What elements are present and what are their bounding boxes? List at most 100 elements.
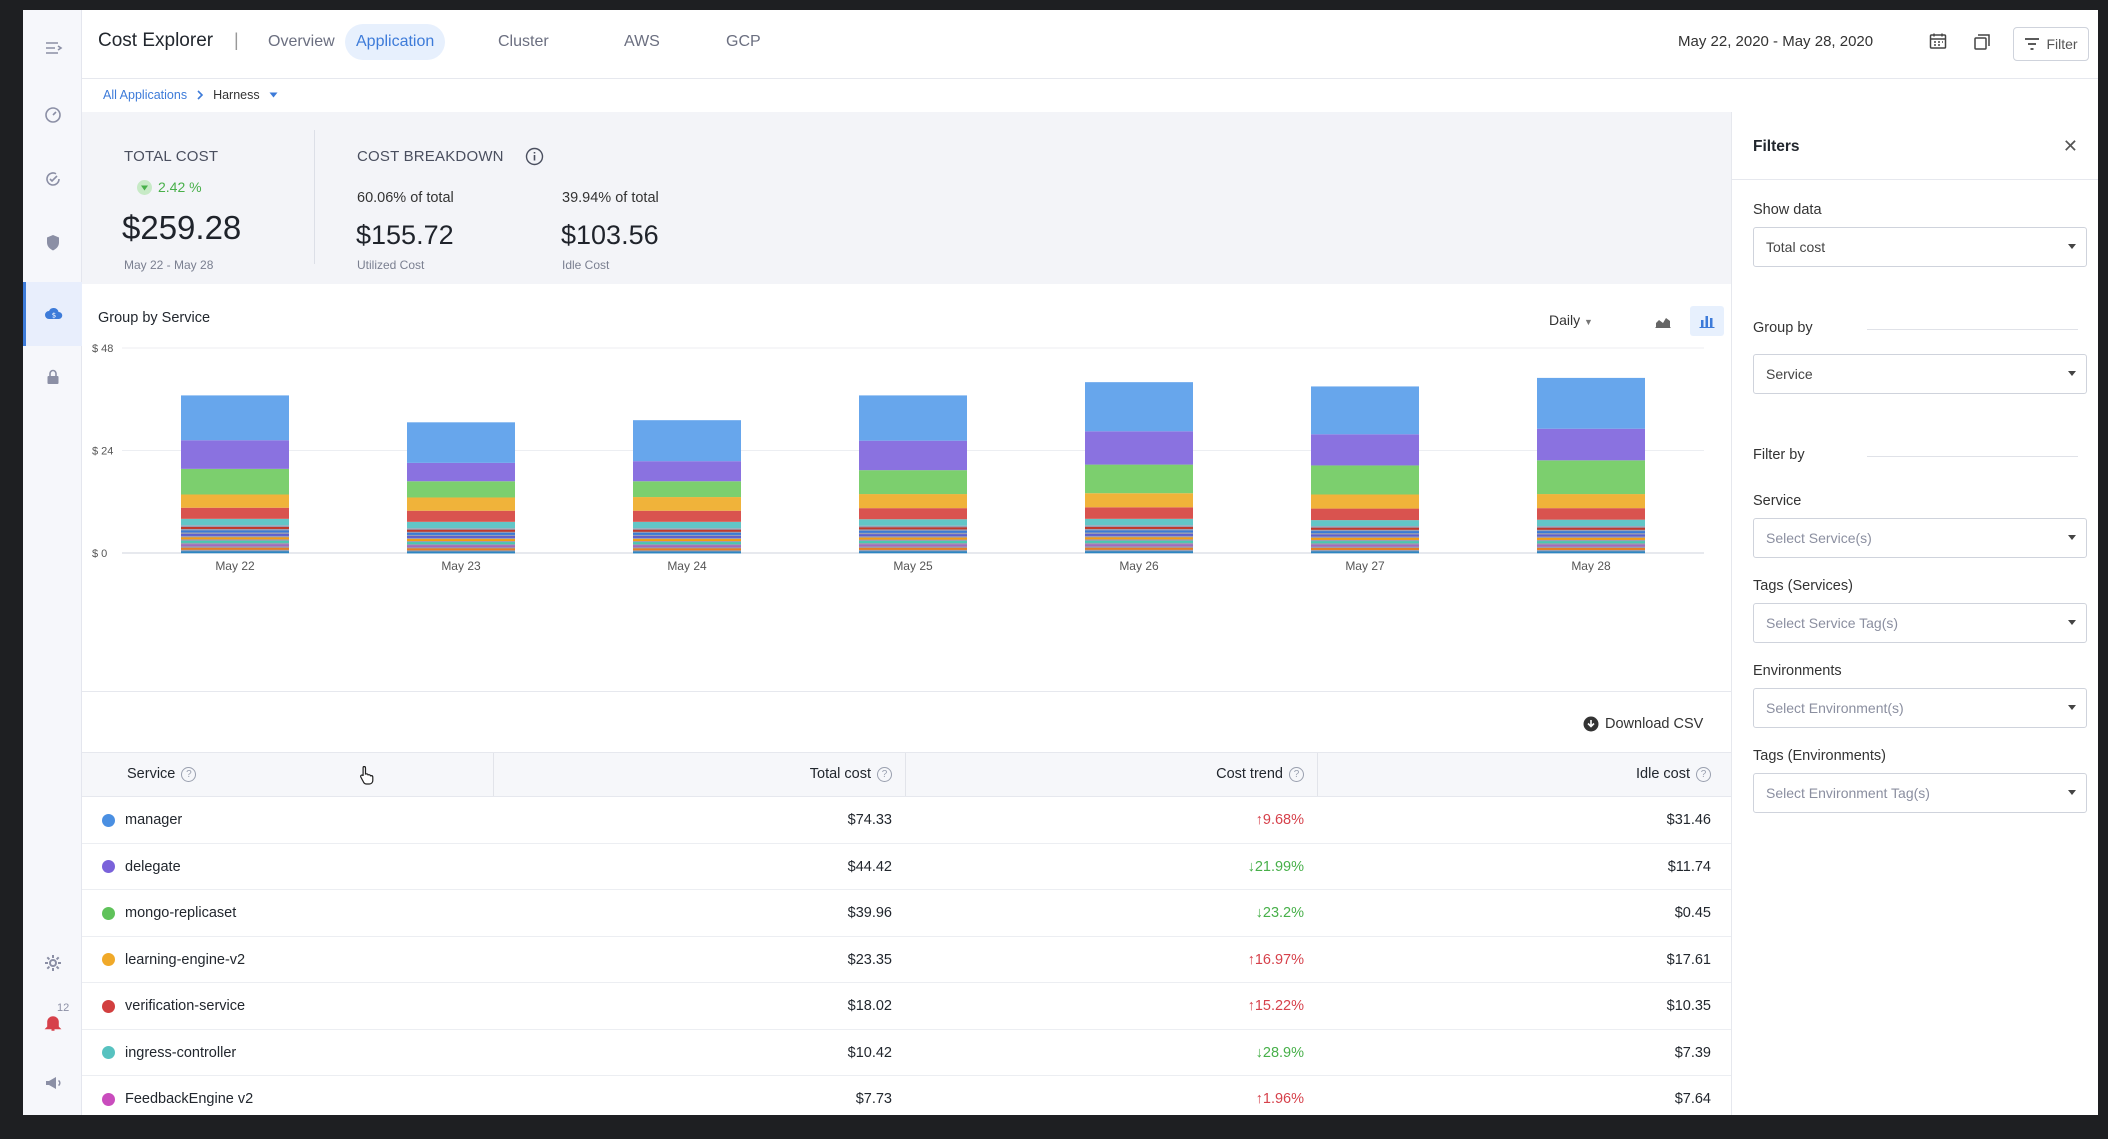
- bar-minor-segment[interactable]: [1085, 526, 1193, 529]
- table-row[interactable]: FeedbackEngine v2 $7.73 ↑1.96% $7.64: [82, 1076, 1731, 1115]
- help-icon[interactable]: ?: [1289, 767, 1304, 782]
- bar-segment[interactable]: [181, 518, 289, 526]
- breadcrumb-current[interactable]: Harness: [213, 88, 260, 102]
- bar-segment[interactable]: [181, 468, 289, 495]
- bar-segment[interactable]: [859, 494, 967, 509]
- bar-minor-segment[interactable]: [181, 544, 289, 547]
- menu-icon[interactable]: [23, 25, 82, 71]
- tab-cluster[interactable]: Cluster: [498, 33, 549, 50]
- bar-segment[interactable]: [1085, 382, 1193, 432]
- table-row[interactable]: manager $74.33 ↑9.68% $31.46: [82, 797, 1731, 844]
- bar-minor-segment[interactable]: [1537, 541, 1645, 544]
- info-icon[interactable]: [525, 147, 544, 166]
- show-data-select[interactable]: Total cost: [1753, 227, 2087, 267]
- bar-minor-segment[interactable]: [407, 545, 515, 548]
- bar-minor-segment[interactable]: [1085, 551, 1193, 554]
- bar-segment[interactable]: [1311, 434, 1419, 466]
- continuous-verification-icon[interactable]: [23, 156, 82, 202]
- bar-segment[interactable]: [407, 521, 515, 529]
- bar-segment[interactable]: [1085, 507, 1193, 519]
- bar-minor-segment[interactable]: [1311, 544, 1419, 547]
- bar-segment[interactable]: [1537, 494, 1645, 509]
- bar-minor-segment[interactable]: [407, 551, 515, 554]
- bar-segment[interactable]: [1311, 520, 1419, 527]
- table-row[interactable]: delegate $44.42 ↓21.99% $11.74: [82, 844, 1731, 890]
- tab-application[interactable]: Application: [345, 24, 446, 60]
- bar-segment[interactable]: [859, 508, 967, 520]
- bar-minor-segment[interactable]: [859, 530, 967, 533]
- notification-bell-icon[interactable]: 12: [23, 1000, 82, 1046]
- bar-segment[interactable]: [633, 461, 741, 482]
- bar-minor-segment[interactable]: [407, 529, 515, 532]
- bar-segment[interactable]: [859, 519, 967, 526]
- bar-minor-segment[interactable]: [181, 551, 289, 554]
- bar-minor-segment[interactable]: [859, 547, 967, 550]
- settings-icon[interactable]: [23, 940, 82, 986]
- bar-segment[interactable]: [407, 462, 515, 482]
- bar-segment[interactable]: [181, 494, 289, 508]
- bar-minor-segment[interactable]: [1537, 547, 1645, 550]
- bar-segment[interactable]: [181, 507, 289, 519]
- bar-minor-segment[interactable]: [1311, 534, 1419, 537]
- help-icon[interactable]: ?: [181, 767, 197, 782]
- interval-select[interactable]: Daily ▼: [1549, 312, 1593, 328]
- dashboard-icon[interactable]: [23, 92, 82, 138]
- bar-minor-segment[interactable]: [1085, 530, 1193, 533]
- bar-minor-segment[interactable]: [1537, 534, 1645, 537]
- bar-minor-segment[interactable]: [407, 535, 515, 538]
- bar-minor-segment[interactable]: [1311, 531, 1419, 534]
- bar-minor-segment[interactable]: [1311, 551, 1419, 554]
- column-header-service[interactable]: Service ?: [127, 753, 197, 796]
- bar-minor-segment[interactable]: [1085, 544, 1193, 547]
- bar-minor-segment[interactable]: [633, 539, 741, 542]
- bar-segment[interactable]: [1537, 460, 1645, 495]
- close-icon[interactable]: ✕: [2062, 136, 2078, 156]
- bar-segment[interactable]: [859, 440, 967, 471]
- breadcrumb-link-all-applications[interactable]: All Applications: [103, 88, 188, 102]
- bar-minor-segment[interactable]: [1085, 540, 1193, 543]
- bar-segment[interactable]: [1311, 508, 1419, 521]
- bar-minor-segment[interactable]: [1085, 547, 1193, 550]
- bar-minor-segment[interactable]: [859, 537, 967, 540]
- bar-segment[interactable]: [633, 420, 741, 462]
- bar-minor-segment[interactable]: [859, 534, 967, 537]
- bar-minor-segment[interactable]: [633, 532, 741, 535]
- bar-segment[interactable]: [1085, 518, 1193, 526]
- bar-segment[interactable]: [407, 497, 515, 511]
- announcement-icon[interactable]: [23, 1060, 82, 1106]
- bar-minor-segment[interactable]: [1311, 527, 1419, 530]
- bar-minor-segment[interactable]: [633, 542, 741, 545]
- bar-minor-segment[interactable]: [181, 547, 289, 550]
- cloud-cost-icon[interactable]: $: [23, 282, 82, 346]
- bar-minor-segment[interactable]: [1537, 544, 1645, 547]
- bar-minor-segment[interactable]: [633, 535, 741, 538]
- bar-minor-segment[interactable]: [1537, 527, 1645, 530]
- tab-gcp[interactable]: GCP: [726, 33, 761, 50]
- group-by-select[interactable]: Service: [1753, 354, 2087, 394]
- column-header-idle-cost[interactable]: Idle cost ?: [1636, 753, 1711, 796]
- bar-minor-segment[interactable]: [1537, 551, 1645, 554]
- table-row[interactable]: mongo-replicaset $39.96 ↓23.2% $0.45: [82, 890, 1731, 937]
- bar-chart-toggle[interactable]: [1690, 306, 1724, 336]
- bar-segment[interactable]: [859, 470, 967, 495]
- bar-minor-segment[interactable]: [859, 527, 967, 530]
- bar-segment[interactable]: [1537, 428, 1645, 461]
- bar-segment[interactable]: [1311, 465, 1419, 495]
- bar-segment[interactable]: [1537, 519, 1645, 527]
- help-icon[interactable]: ?: [877, 767, 892, 782]
- table-row[interactable]: learning-engine-v2 $23.35 ↑16.97% $17.61: [82, 937, 1731, 983]
- table-row[interactable]: ingress-controller $10.42 ↓28.9% $7.39: [82, 1030, 1731, 1076]
- bar-segment[interactable]: [407, 422, 515, 463]
- bar-minor-segment[interactable]: [633, 551, 741, 554]
- bar-segment[interactable]: [633, 510, 741, 522]
- bar-minor-segment[interactable]: [1311, 547, 1419, 550]
- filter-button[interactable]: Filter: [2013, 27, 2089, 61]
- chevron-down-icon[interactable]: [269, 92, 278, 98]
- tab-aws[interactable]: AWS: [624, 33, 660, 50]
- bar-minor-segment[interactable]: [859, 541, 967, 544]
- bar-segment[interactable]: [407, 510, 515, 522]
- bar-segment[interactable]: [1537, 508, 1645, 520]
- bar-minor-segment[interactable]: [1085, 537, 1193, 540]
- bar-segment[interactable]: [1085, 493, 1193, 508]
- bar-minor-segment[interactable]: [1311, 541, 1419, 544]
